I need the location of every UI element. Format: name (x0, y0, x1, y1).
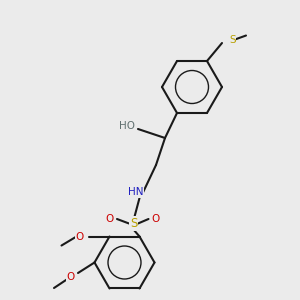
Text: O: O (105, 214, 114, 224)
Text: HO: HO (119, 121, 136, 131)
Text: S: S (130, 217, 137, 230)
Text: S: S (229, 35, 236, 45)
Text: O: O (75, 232, 84, 242)
Text: O: O (152, 214, 160, 224)
Text: O: O (66, 272, 75, 283)
Text: HN: HN (128, 187, 144, 197)
